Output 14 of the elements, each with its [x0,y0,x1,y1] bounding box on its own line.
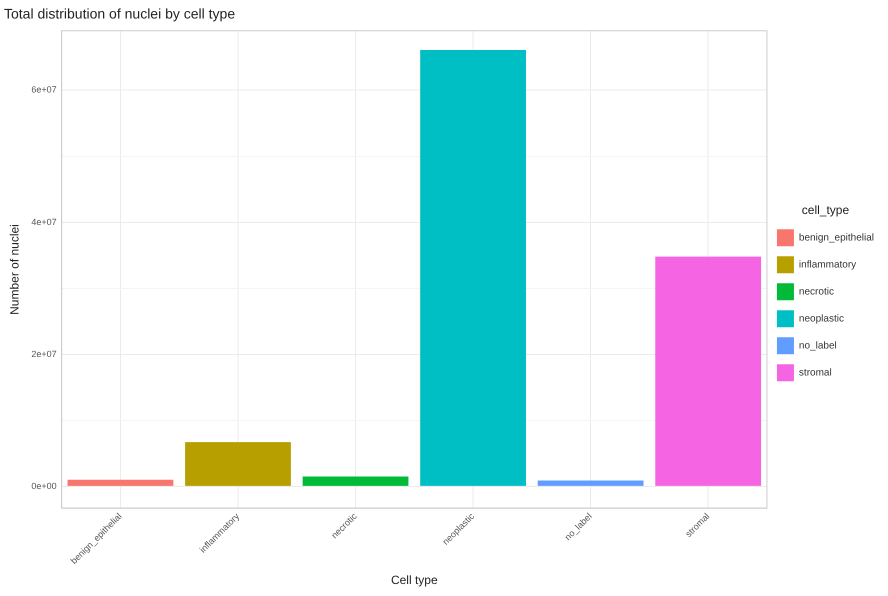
y-tick-label: 2e+07 [31,348,57,359]
legend-title: cell_type [802,203,850,218]
legend-label: neoplastic [798,313,844,324]
y-tick-label: 6e+07 [31,84,57,95]
x-axis-title: Cell type [390,573,438,588]
legend-label: benign_epithelial [798,232,874,244]
legend-label: stromal [798,367,832,378]
y-axis-title: Number of nuclei [8,224,22,315]
legend-label: necrotic [798,286,834,298]
y-tick-label: 0e+00 [31,480,57,491]
y-tick-label: 4e+07 [31,216,57,227]
chart-title: Total distribution of nuclei by cell type [4,5,236,22]
legend-label: no_label [798,340,837,352]
legend-label: inflammatory [798,259,856,270]
